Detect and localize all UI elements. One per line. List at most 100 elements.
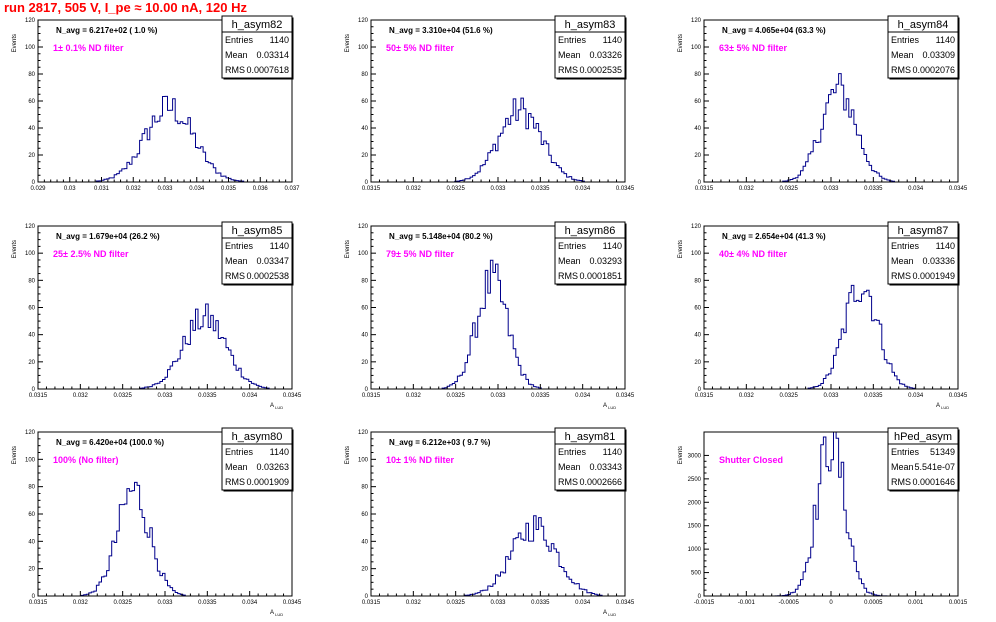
stats-value: 0.03326 [589,50,622,60]
x-tick-label: 0.033 [490,600,506,606]
histogram-name: h_asym80 [232,431,283,443]
stats-key: RMS [225,271,245,281]
histogram-name: h_asym84 [898,19,949,31]
stats-value: 0.03309 [922,50,955,60]
histogram-panel-hPed_asym: -0.0015 -0.001 -0.0005 0 0.0005 0.001 0.0015 0 5… [678,427,968,606]
x-axis-label: A LUD [936,403,949,410]
y-axis-label: Events [12,34,18,52]
x-tick-label: 0.032 [73,600,89,606]
stats-key: Mean [225,256,248,266]
x-tick-label: 0.0335 [864,393,883,399]
x-axis-label: A LUD [270,403,283,410]
histogram-line [38,95,292,183]
stats-key: Entries [225,447,254,457]
stats-value: 5.541e-07 [914,462,955,472]
x-tick-label: 0.033 [157,393,173,399]
filter-label: 50± 5% ND filter [386,43,454,53]
x-tick-label: 0.0335 [864,186,883,192]
x-tick-label: 0.036 [253,186,269,192]
stats-key: Entries [225,35,254,45]
y-axis-label: Events [12,240,18,258]
x-tick-label: 0.034 [908,393,924,399]
x-tick-label: 0.034 [242,393,258,399]
stats-value: 0.0002076 [912,65,955,75]
x-tick-label: 0.034 [575,186,591,192]
histogram-name: h_asym83 [565,19,616,31]
y-tick-label: 60 [361,306,368,312]
stats-key: Mean [891,462,914,472]
stats-key: RMS [558,477,578,487]
stats-value: 0.0002666 [579,477,622,487]
y-axis-label: Events [345,34,351,52]
x-tick-label: 0.0325 [779,186,798,192]
stats-value: 0.03347 [256,256,289,266]
stats-box [887,427,959,491]
x-tick-label: 0.032 [739,393,755,399]
stats-value: 0.03293 [589,256,622,266]
x-tick-label: 0.0345 [616,393,635,399]
y-tick-label: 0 [365,594,369,600]
histogram-name: h_asym86 [565,225,616,237]
page-title: run 2817, 505 V, I_pe ≈ 10.00 nA, 120 Hz [4,0,247,15]
x-tick-label: 0.033 [157,186,173,192]
filter-label: 63± 5% ND filter [719,43,787,53]
y-tick-label: 1500 [688,524,702,530]
x-tick-label: -0.001 [738,600,756,606]
histogram-panel-h_asym84: 0.0315 0.032 0.0325 0.033 0.0335 0.034 0.0345 0… [678,15,968,192]
histogram-name: h_asym85 [232,225,283,237]
x-axis-label: A LUD [603,610,616,617]
y-tick-label: 20 [361,360,368,366]
stats-box [554,221,626,285]
n-avg-label: N_avg = 5.148e+04 (80.2 %) [389,232,493,241]
stats-box [554,427,626,491]
histogram-line [371,515,625,597]
x-tick-label: 0.032 [73,393,89,399]
y-tick-label: 40 [694,126,701,132]
y-axis-label: Events [678,446,684,464]
x-tick-label: 0.0315 [362,600,381,606]
stats-value: 1140 [270,241,289,251]
y-tick-label: 120 [691,224,702,230]
histogram-name: h_asym82 [232,19,283,31]
y-tick-label: 0 [32,180,36,186]
x-tick-label: 0.034 [189,186,205,192]
y-tick-label: 120 [25,224,36,230]
y-tick-label: 500 [691,571,702,577]
stats-key: Mean [558,462,581,472]
y-tick-label: 120 [358,224,369,230]
y-tick-label: 20 [28,153,35,159]
x-tick-label: 0.035 [221,186,237,192]
x-tick-label: 0.034 [575,600,591,606]
histogram-line [371,97,625,183]
stats-key: Entries [558,447,587,457]
x-tick-label: 0.033 [490,186,506,192]
histogram-panel-h_asym80: 0.0315 0.032 0.0325 0.033 0.0335 0.034 0.0345 0… [12,427,302,617]
x-tick-label: 0.0345 [949,393,968,399]
y-tick-label: 120 [358,430,369,436]
stats-key: Mean [558,256,581,266]
x-tick-label: 0.0325 [779,393,798,399]
y-tick-label: 40 [361,539,368,545]
stats-key: Entries [891,241,920,251]
x-tick-label: 0.0345 [949,186,968,192]
filter-label: 79± 5% ND filter [386,249,454,259]
x-tick-label: 0.0325 [446,600,465,606]
x-tick-label: 0.033 [823,186,839,192]
stats-value: 0.0001949 [912,271,955,281]
x-tick-label: 0.033 [157,600,173,606]
histogram-name: h_asym87 [898,225,949,237]
stats-box [887,15,959,79]
x-tick-label: 0.0345 [283,600,302,606]
stats-value: 1140 [936,241,955,251]
y-tick-label: 0 [32,387,36,393]
y-axis-label: Events [678,34,684,52]
x-tick-label: 0.0335 [531,393,550,399]
y-tick-label: 0 [365,387,369,393]
x-tick-label: 0.032 [406,600,422,606]
stats-value: 0.03314 [256,50,289,60]
x-tick-label: 0.0315 [695,393,714,399]
x-tick-label: 0.0325 [446,186,465,192]
stats-key: Mean [558,50,581,60]
y-tick-label: 100 [691,45,702,51]
x-tick-label: -0.0015 [694,600,715,606]
